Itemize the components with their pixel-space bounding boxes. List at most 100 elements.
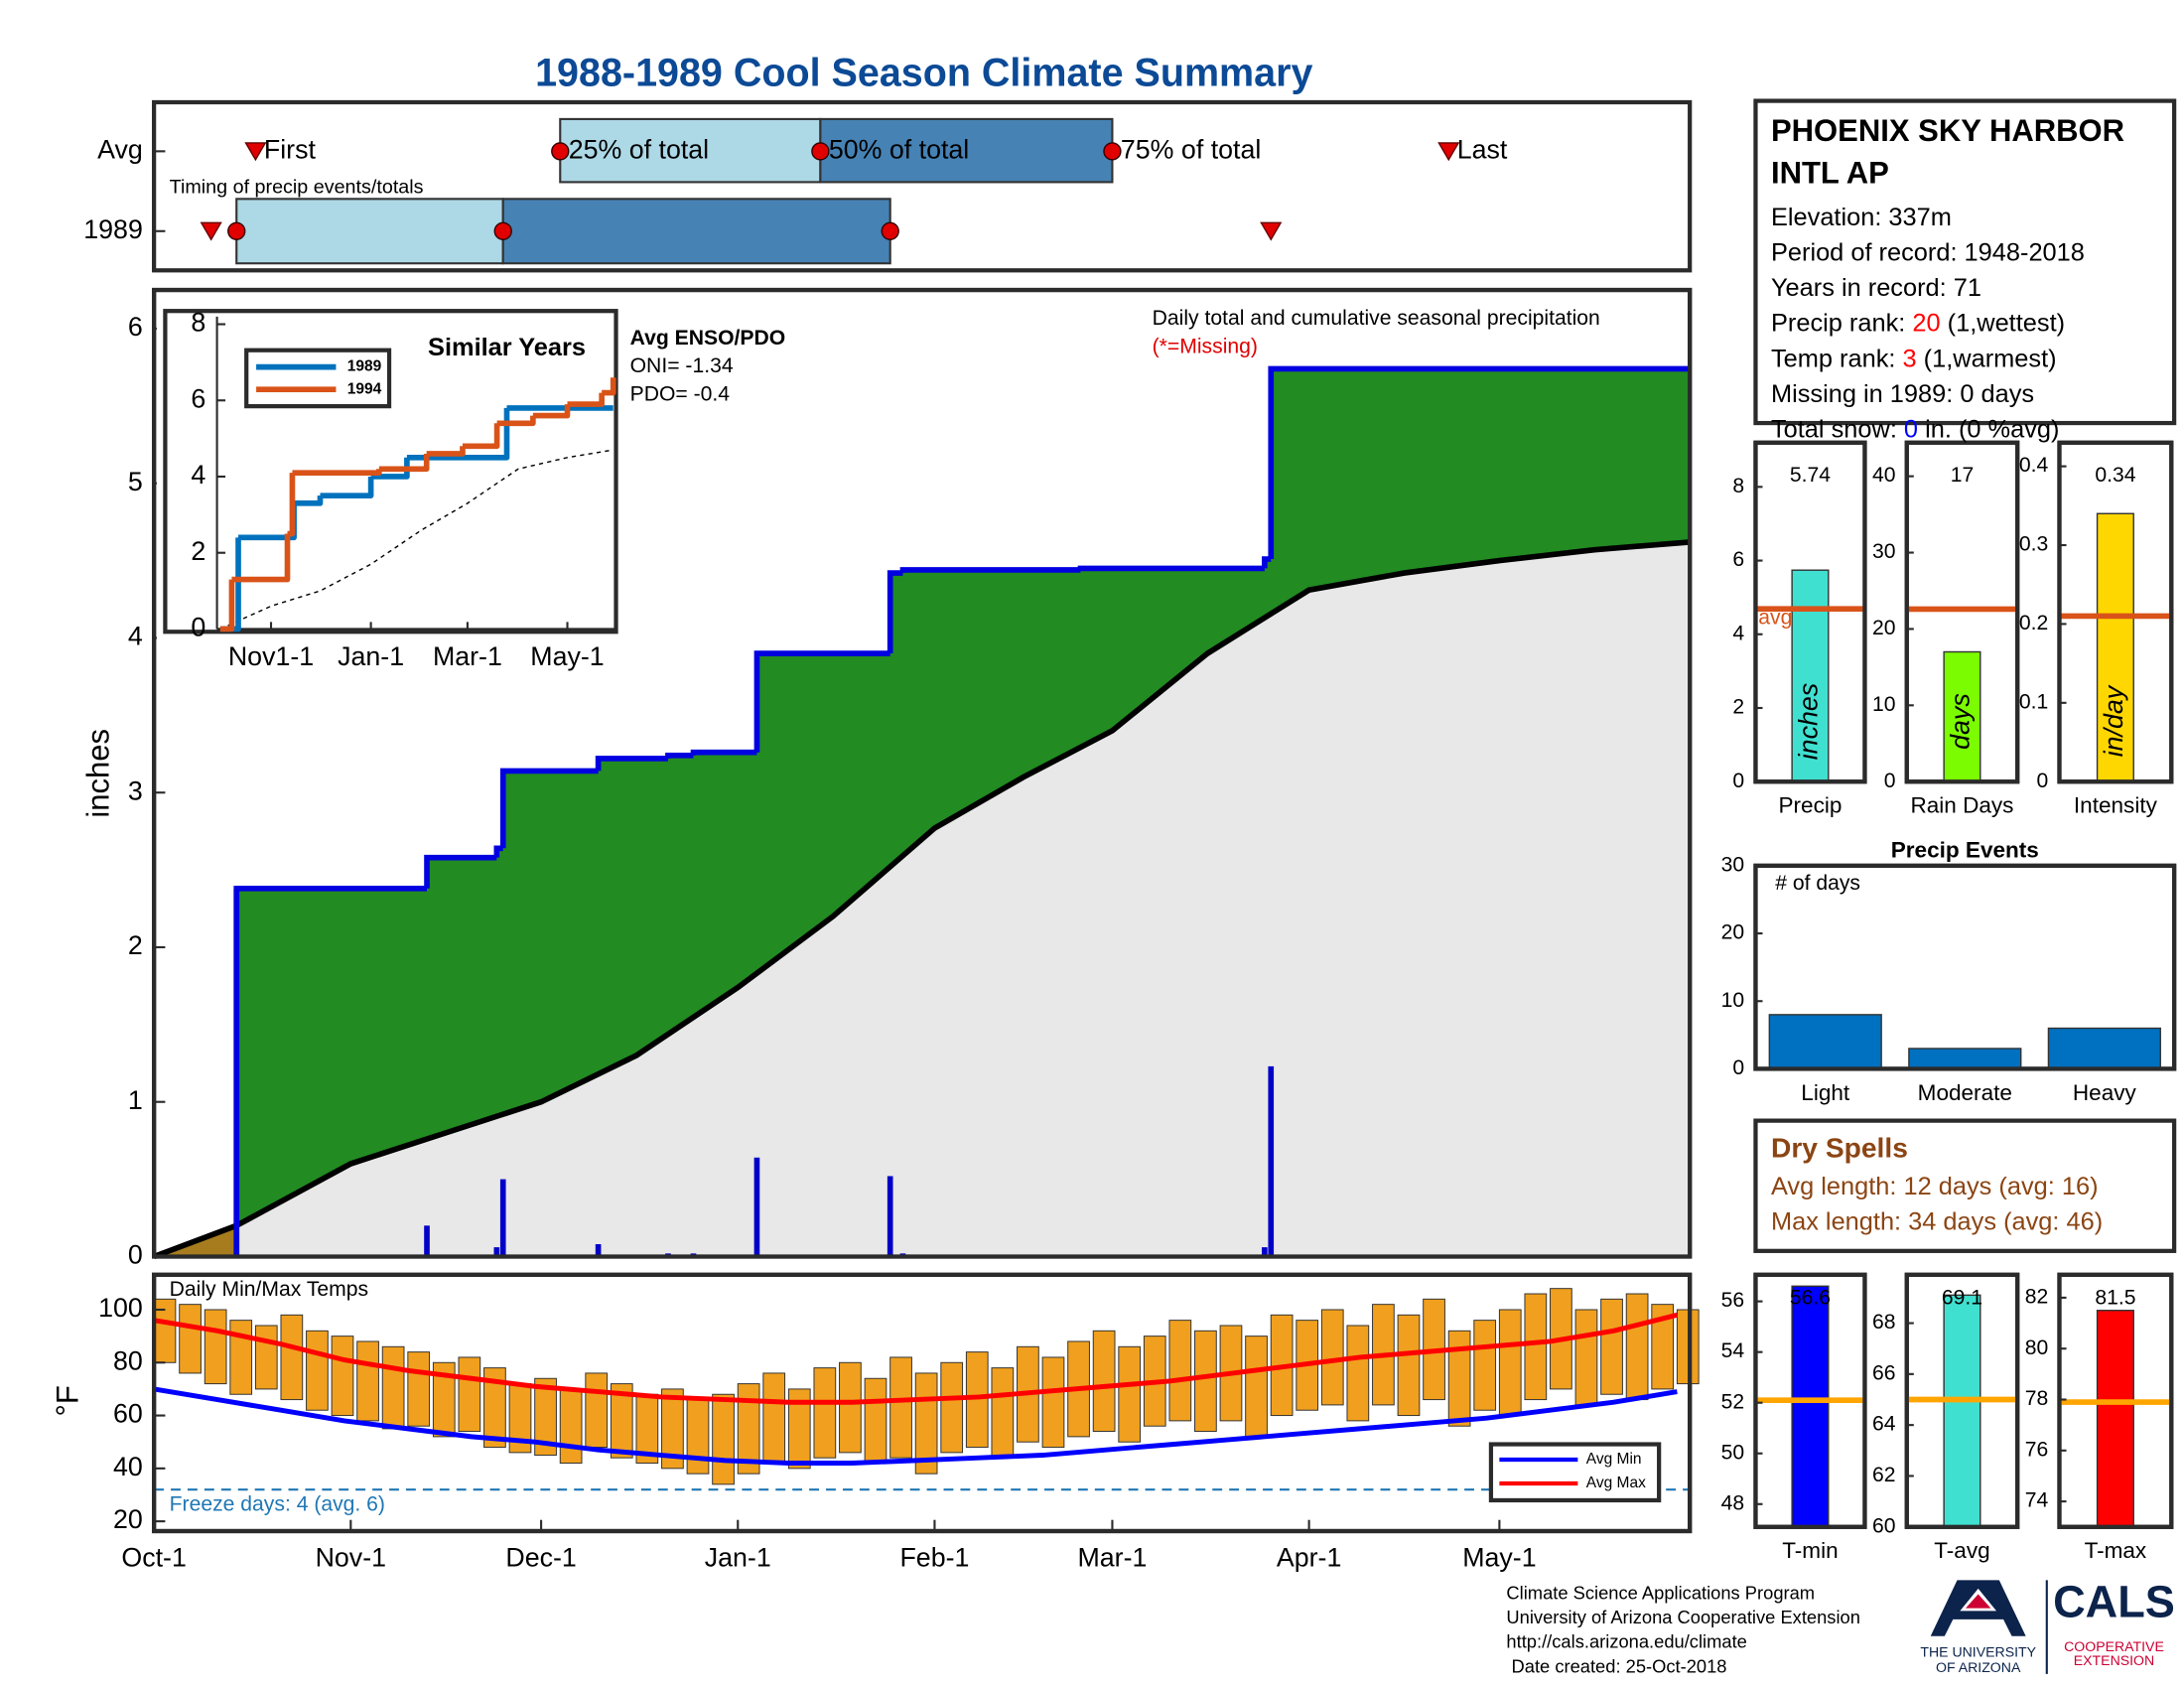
value-label: 0.34 (2095, 464, 2135, 487)
y-tick-label: 82 (2025, 1285, 2049, 1308)
temp-range-bar (483, 1367, 506, 1449)
y-tick-label: 6 (128, 312, 143, 342)
temp-range-bar (407, 1351, 431, 1427)
info-part: Period of record: 1948-2018 (1771, 238, 2085, 266)
x-tick-label: Dec-1 (505, 1542, 576, 1572)
chart-title: Daily total and cumulative seasonal prec… (1153, 307, 1600, 330)
chart-title: Daily Min/Max Temps (170, 1278, 368, 1301)
temp-range-bar (991, 1367, 1015, 1459)
y-tick-label: 6 (191, 383, 205, 413)
temp-range-bar (661, 1388, 684, 1470)
chart-subtitle: (*=Missing) (1153, 335, 1258, 357)
precip-frame (152, 287, 1693, 1259)
y-tick-label: 10 (1721, 989, 1745, 1012)
cumulative-step (899, 567, 1081, 574)
y-tick-label: 56 (1721, 1289, 1745, 1312)
average-temp-line (153, 1386, 1678, 1466)
temp-range-bar (737, 1383, 760, 1475)
temp-range-bar (1041, 1356, 1065, 1449)
temp-range-bar (1397, 1314, 1421, 1417)
temp-range-bar (254, 1325, 278, 1390)
y-tick-label: 0 (1732, 770, 1744, 792)
y-tick-label: 48 (1721, 1491, 1745, 1514)
temp-range-bar (356, 1340, 379, 1422)
logo-cals: CALS (2053, 1577, 2175, 1627)
y-tick-label: 4 (128, 622, 143, 651)
temp-range-bar (712, 1393, 735, 1485)
y-tick-label: 74 (2025, 1489, 2049, 1512)
info-part: (1,wettest) (1941, 309, 2065, 337)
info-part: in. (0 %avg) (1918, 415, 2059, 443)
station-name: PHOENIX SKY HARBOR (1771, 113, 2124, 148)
station-info: Total snow: 0 in. (0 %avg) (1771, 415, 2060, 443)
x-tick-label: Mar-1 (433, 641, 502, 671)
row-label: Avg (97, 134, 143, 164)
footer-line: University of Arizona Cooperative Extens… (1506, 1607, 1859, 1627)
temp-range-bar (204, 1309, 227, 1385)
y-tick-label: 6 (1732, 548, 1744, 571)
info-part: Years in record: 71 (1771, 274, 1981, 302)
y-tick-label: 2 (191, 536, 205, 566)
temp-range-bar (1600, 1298, 1623, 1395)
daily-bar (424, 1225, 430, 1257)
point-label: 25% of total (569, 134, 709, 164)
y-tick-label: 20 (113, 1504, 143, 1534)
info-part: Precip rank: (1771, 309, 1912, 337)
quartile-box-high (501, 198, 891, 265)
bar (1768, 1014, 1882, 1070)
unit-label: days (1946, 693, 1976, 750)
legend-box (244, 348, 392, 409)
series-step (462, 423, 500, 450)
cumulative-step (424, 854, 497, 889)
unit-label: inches (1794, 683, 1824, 760)
temp-frame (152, 1272, 1693, 1534)
event-marker (1260, 221, 1283, 241)
legend-label: 1994 (347, 380, 382, 397)
total-marker (227, 221, 246, 240)
enso-text: PDO= -0.4 (630, 382, 731, 405)
logo-text: THE UNIVERSITY (1920, 1643, 2036, 1659)
x-label: T-min (1782, 1538, 1838, 1563)
annotation: # of days (1775, 872, 1860, 895)
y-tick-label: 8 (191, 308, 205, 338)
series-step (287, 473, 296, 537)
y-tick-label: 0.2 (2019, 612, 2048, 634)
y-axis-label: inches (81, 729, 116, 818)
temp-range-bar (813, 1367, 837, 1459)
temp-range-bar (280, 1314, 304, 1401)
y-tick-label: 78 (2025, 1387, 2049, 1410)
y-tick-label: 60 (113, 1399, 143, 1429)
cumulative-step (887, 570, 903, 654)
daily-bar (493, 1247, 500, 1257)
x-tick-label: Heavy (2073, 1080, 2137, 1105)
cumulative-step (499, 768, 599, 849)
bar (1791, 1285, 1830, 1528)
cumulative-step (595, 756, 668, 772)
x-label: T-avg (1934, 1538, 1989, 1563)
bar (2096, 1310, 2134, 1528)
series-step (219, 579, 235, 633)
value-label: 17 (1951, 464, 1975, 487)
temp-range-bar (1498, 1309, 1522, 1417)
series-step (567, 392, 605, 407)
x-tick-label: Moderate (1918, 1080, 2012, 1105)
value-label: 56.6 (1790, 1286, 1831, 1309)
bar (1943, 1294, 1981, 1528)
temp-range-bar (686, 1399, 710, 1475)
series-step (496, 415, 536, 427)
series-step (426, 446, 466, 457)
y-tick-label: 80 (113, 1345, 143, 1375)
temp-range-bar (1524, 1293, 1548, 1401)
temp-range-bar (153, 1298, 177, 1363)
point-label: 75% of total (1121, 134, 1261, 164)
bar (1908, 1048, 2022, 1070)
info-part: Missing in 1989: 0 days (1771, 380, 2034, 408)
temp-range-bar (1473, 1320, 1497, 1411)
quartile-box-low (559, 117, 822, 184)
y-tick-label: 62 (1872, 1464, 1896, 1486)
temp-range-bar (1118, 1345, 1142, 1443)
station-info: Elevation: 337m (1771, 204, 1952, 231)
y-tick-label: 100 (98, 1293, 143, 1323)
panel-frame (1753, 1272, 1867, 1529)
value-label: 81.5 (2095, 1286, 2135, 1309)
